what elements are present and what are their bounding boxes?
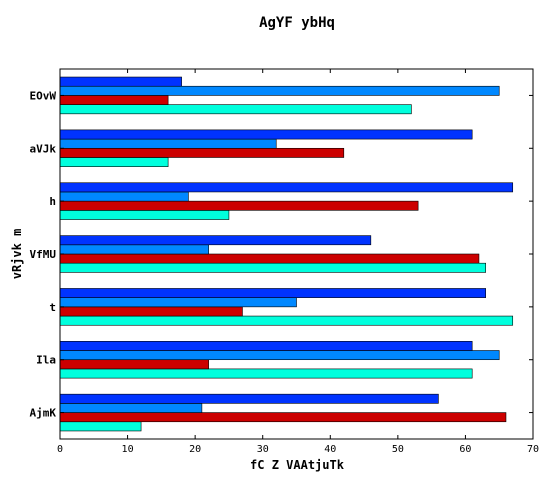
- category-label-vfmu: VfMU: [30, 248, 57, 261]
- bar-ajmk-s1: [59, 421, 142, 432]
- bar-eovw-s3: [59, 85, 500, 96]
- category-label-avjk: aVJk: [30, 142, 57, 155]
- x-tick-label: 50: [392, 444, 404, 455]
- bar-eovw-s4: [59, 76, 182, 87]
- x-tick-label: 40: [324, 444, 336, 455]
- x-tick-label: 60: [459, 444, 471, 455]
- plot-area: 0 10 20 30 40 50 60 70 AjmK Ila t VfMU h aVJk EOvW: [30, 68, 539, 455]
- category-label-eovw: EOvW: [30, 89, 57, 102]
- bar-t-s1: [59, 315, 514, 326]
- bar-ila-s3: [59, 350, 500, 361]
- y-axis-label: vRjvk m: [10, 229, 24, 280]
- x-axis-label: fC Z VAAtjuTk: [250, 458, 345, 472]
- category-label-h: h: [49, 195, 56, 208]
- category-label-ila: Ila: [36, 354, 56, 367]
- bar-h-s1: [59, 210, 230, 220]
- bar-h-s4: [59, 182, 514, 193]
- bar-ajmk-s4: [59, 393, 439, 404]
- x-tick-label: 0: [57, 444, 63, 455]
- bar-eovw-s2: [59, 95, 169, 105]
- bar-t-s4: [59, 288, 487, 298]
- bar-avjk-s4: [59, 129, 473, 140]
- x-tick-label: 10: [122, 444, 134, 455]
- bar-avjk-s2: [59, 147, 345, 158]
- bar-h-s2: [59, 200, 419, 211]
- chart-title: AgYF ybHq: [259, 15, 335, 31]
- bar-ajmk-s2: [59, 412, 507, 423]
- bar-t-s2: [59, 306, 243, 317]
- bar-vfmu-s2: [59, 253, 480, 264]
- bar-avjk-s3: [59, 138, 277, 149]
- bar-t-s3: [59, 297, 297, 308]
- bar-vfmu-s4: [59, 235, 372, 246]
- bar-ila-s1: [59, 368, 473, 379]
- category-label-t: t: [49, 301, 56, 314]
- bar-ila-s4: [59, 341, 473, 351]
- bar-vfmu-s3: [59, 244, 209, 255]
- bar-ila-s2: [59, 359, 209, 370]
- bar-eovw-s1: [59, 104, 412, 115]
- x-tick-label: 20: [189, 444, 201, 455]
- bar-vfmu-s1: [59, 262, 487, 273]
- category-label-ajmk: AjmK: [30, 407, 57, 420]
- bar-ajmk-s3: [59, 403, 203, 413]
- bar-h-s3: [59, 191, 189, 202]
- x-tick-label: 70: [527, 444, 539, 455]
- x-tick-label: 30: [257, 444, 269, 455]
- bar-avjk-s1: [59, 157, 169, 167]
